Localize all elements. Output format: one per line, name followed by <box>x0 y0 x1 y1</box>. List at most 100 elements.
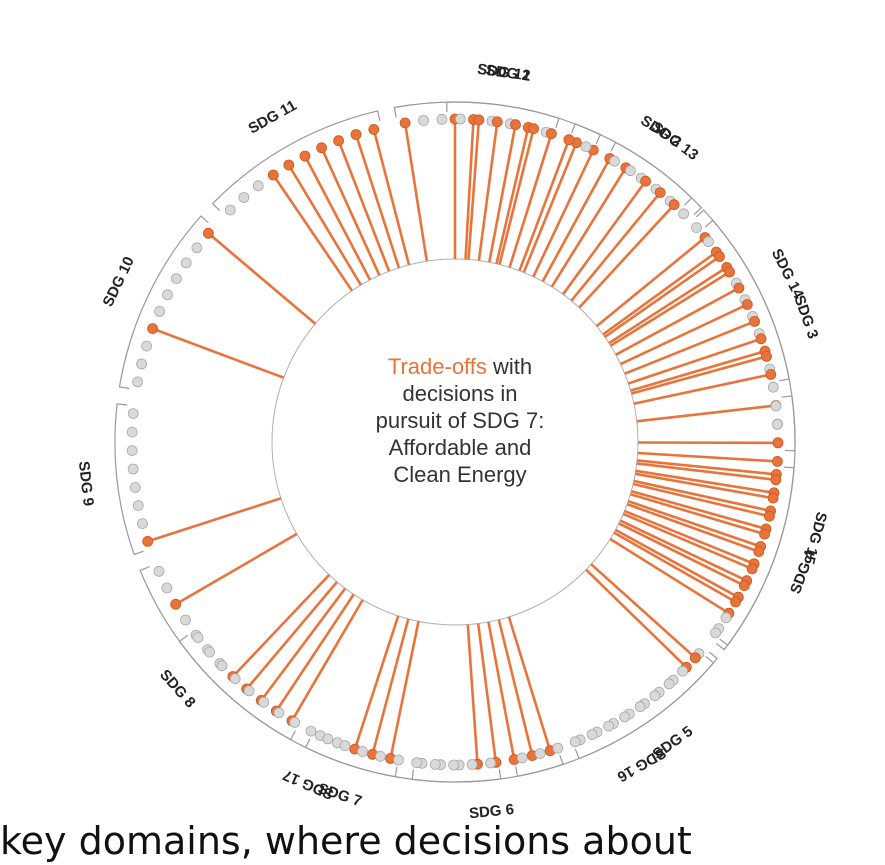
target-dot-tradeoff <box>755 333 767 345</box>
group-bracket <box>393 101 602 144</box>
tradeoff-line <box>630 349 766 392</box>
target-dot <box>454 113 466 125</box>
target-dot <box>162 289 173 301</box>
target-dot-tradeoff <box>473 114 485 126</box>
tradeoff-line <box>272 174 354 292</box>
tradeoff-line <box>550 167 627 288</box>
target-dot-tradeoff <box>528 123 539 135</box>
sdg-label-14: SDG 14 <box>768 246 808 302</box>
target-dot <box>305 725 317 737</box>
target-dot-tradeoff <box>730 596 741 608</box>
target-dot <box>603 720 614 732</box>
target-dot <box>625 165 636 177</box>
tradeoff-line <box>290 599 364 722</box>
tradeoff-line <box>622 512 753 570</box>
tradeoff-line <box>624 320 756 375</box>
target-dot-tradeoff <box>764 510 775 522</box>
tradeoff-line <box>231 574 331 678</box>
tradeoff-line <box>372 129 411 266</box>
target-dot <box>258 696 270 708</box>
group-bracket <box>114 403 144 556</box>
tradeoff-line <box>477 121 499 261</box>
target-dot-tradeoff <box>147 323 159 335</box>
target-dot <box>127 463 139 475</box>
target-dot-tradeoff <box>770 474 782 486</box>
tradeoff-line <box>570 191 662 302</box>
tradeoff-line <box>561 180 647 296</box>
tradeoff-line <box>620 303 748 366</box>
target-dot-tradeoff <box>772 455 783 467</box>
tradeoff-line <box>608 266 728 345</box>
tradeoff-line <box>320 147 381 276</box>
target-dot <box>411 757 423 769</box>
center-highlight: Trade-offs <box>387 354 487 379</box>
target-dot-tradeoff <box>399 117 411 129</box>
tradeoff-line <box>609 537 730 615</box>
target-dot-tradeoff <box>689 652 701 664</box>
tradeoff-line <box>518 139 571 272</box>
target-dot <box>153 565 165 577</box>
target-dot <box>663 678 675 690</box>
tradeoff-line <box>353 615 400 750</box>
tradeoff-line <box>476 623 498 763</box>
group-brackets <box>114 101 796 783</box>
sdg-label-13: SDG 13 <box>648 119 701 164</box>
tradeoff-line <box>633 373 772 405</box>
tradeoff-line <box>303 155 372 281</box>
target-dot <box>136 358 148 370</box>
target-dot-tradeoff <box>724 266 735 278</box>
target-dot <box>204 646 216 658</box>
group-bracket <box>695 209 790 382</box>
target-dot <box>466 759 478 770</box>
target-dot <box>191 242 203 254</box>
tradeoff-line <box>633 479 771 513</box>
target-dot-tradeoff <box>759 528 770 540</box>
sdg-label-12: SDG 12 <box>476 61 531 85</box>
center-line-1: with <box>486 354 533 379</box>
tradeoff-line <box>508 133 553 268</box>
target-dot <box>126 426 138 438</box>
target-dot-tradeoff <box>738 580 750 591</box>
target-dot-tradeoff <box>142 536 154 547</box>
group-bracket <box>178 634 502 783</box>
tradeoff-line <box>487 621 516 760</box>
tradeoff-line <box>207 232 317 325</box>
target-dot <box>224 204 236 216</box>
target-dot <box>161 582 173 594</box>
target-dot-tradeoff <box>714 251 725 263</box>
tradeoff-line <box>337 140 391 272</box>
tradeoff-line <box>498 128 535 265</box>
tradeoff-line <box>609 270 731 347</box>
tradeoff-line <box>630 489 767 531</box>
target-dot-tradeoff <box>283 159 295 171</box>
tradeoff-line <box>637 451 778 463</box>
tradeoff-line <box>260 587 347 702</box>
tradeoff-line <box>467 119 481 260</box>
target-dot <box>229 673 241 685</box>
target-dot <box>289 717 301 728</box>
tradeoff-line <box>585 568 688 669</box>
tradeoff-line <box>590 563 697 659</box>
group-bracket <box>118 215 209 390</box>
target-dot-tradeoff <box>772 437 784 449</box>
sdg-label-1: SDG 1 <box>485 62 532 85</box>
tradeoff-line <box>636 459 777 476</box>
sdg-label-8: SDG 8 <box>156 666 199 711</box>
target-dot <box>772 418 783 430</box>
target-dot-tradeoff <box>765 368 777 380</box>
tradeoff-line <box>632 482 770 518</box>
target-dot <box>180 257 192 269</box>
target-dot <box>238 192 250 203</box>
sdg-label-15: SDG 15 <box>800 510 830 566</box>
target-dot <box>339 740 351 752</box>
target-dot <box>129 481 141 493</box>
group-bracket <box>715 395 796 651</box>
tradeoff-line <box>152 327 285 379</box>
target-dot <box>154 305 166 317</box>
target-dot <box>580 141 592 153</box>
center-line-4: Affordable and <box>388 435 532 460</box>
tradeoff-line <box>613 531 737 604</box>
target-dot <box>649 690 661 702</box>
target-dot <box>767 381 779 393</box>
tradeoff-line <box>615 286 740 356</box>
